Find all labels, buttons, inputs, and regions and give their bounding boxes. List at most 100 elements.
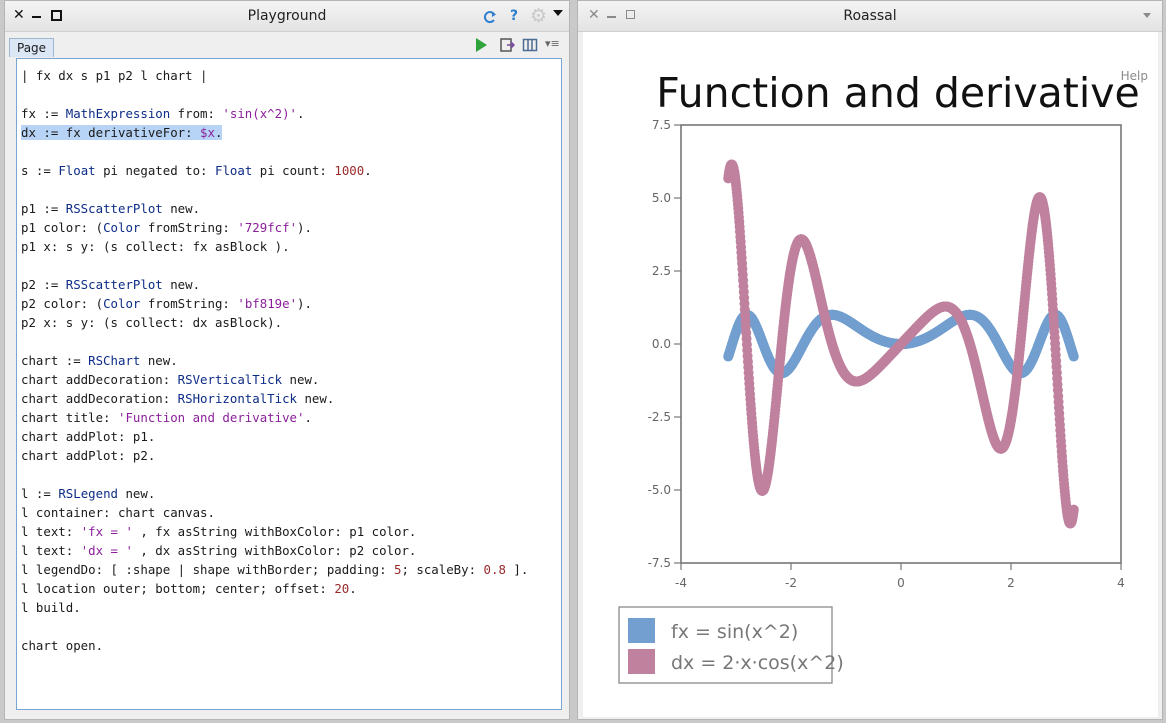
legend-swatch bbox=[628, 618, 655, 643]
code-token: ]. bbox=[505, 562, 529, 577]
code-editor[interactable]: | fx dx s p1 p2 l chart | fx := MathExpr… bbox=[16, 58, 562, 710]
code-line[interactable]: chart addPlot: p1. bbox=[21, 427, 561, 446]
series-2-points bbox=[723, 159, 1079, 529]
help-icon[interactable]: ? bbox=[510, 8, 519, 24]
code-line[interactable]: l container: chart canvas. bbox=[21, 503, 561, 522]
code-token: RSScatterPlot bbox=[65, 277, 163, 292]
y-tick-label: 0.0 bbox=[652, 337, 671, 351]
code-token: l build. bbox=[21, 600, 81, 615]
code-line[interactable]: chart open. bbox=[21, 636, 561, 655]
code-token: ). bbox=[297, 296, 312, 311]
code-token: 0.8 bbox=[483, 562, 506, 577]
chart: Function and derivative 7.5 5.0 2.5 0.0 -2.5… bbox=[618, 69, 1140, 684]
y-tick-label: 5.0 bbox=[652, 191, 671, 205]
code-line[interactable]: l build. bbox=[21, 598, 561, 617]
maximize-icon[interactable] bbox=[51, 10, 62, 21]
close-icon[interactable]: ✕ bbox=[588, 7, 600, 23]
code-token: 5 bbox=[394, 562, 402, 577]
code-token: new. bbox=[297, 391, 335, 406]
code-token: RSVerticalTick bbox=[177, 372, 283, 387]
legend-swatch bbox=[628, 649, 655, 674]
code-token: p2 := bbox=[21, 277, 66, 292]
code-token: ; scaleBy: bbox=[401, 562, 484, 577]
y-tick-label: 7.5 bbox=[652, 118, 671, 132]
code-line[interactable] bbox=[21, 332, 561, 351]
code-token: Float bbox=[214, 163, 253, 178]
close-icon[interactable]: ✕ bbox=[13, 7, 25, 23]
code-token: MathExpression bbox=[65, 106, 171, 121]
code-token: 1000 bbox=[334, 163, 365, 178]
code-token: Float bbox=[58, 163, 96, 178]
minimize-icon[interactable] bbox=[32, 16, 41, 18]
code-token: $x bbox=[200, 125, 215, 140]
code-line[interactable]: l text: 'dx = ' , dx asString withBoxCol… bbox=[21, 541, 561, 560]
y-tick-label: -2.5 bbox=[648, 410, 671, 424]
code-line[interactable]: p2 color: (Color fromString: 'bf819e'). bbox=[21, 294, 561, 313]
code-token: chart open. bbox=[21, 638, 104, 653]
code-line[interactable]: l location outer; bottom; center; offset… bbox=[21, 579, 561, 598]
code-token: p1 := bbox=[21, 201, 66, 216]
code-line[interactable] bbox=[21, 85, 561, 104]
code-line[interactable] bbox=[21, 180, 561, 199]
refresh-icon[interactable] bbox=[482, 9, 498, 25]
chevron-down-icon[interactable] bbox=[553, 10, 563, 16]
code-line[interactable]: chart addPlot: p2. bbox=[21, 446, 561, 465]
code-line[interactable] bbox=[21, 142, 561, 161]
x-tick-label: 4 bbox=[1117, 576, 1125, 590]
code-token: 'bf819e' bbox=[237, 296, 298, 311]
code-line[interactable]: chart := RSChart new. bbox=[21, 351, 561, 370]
code-line[interactable] bbox=[21, 617, 561, 636]
code-line[interactable]: p2 := RSScatterPlot new. bbox=[21, 275, 561, 294]
inspect-icon[interactable] bbox=[499, 37, 515, 53]
code-token: fx := bbox=[21, 106, 66, 121]
playground-window: ✕ Playground ? ⚙ Page ▾≡ | fx dx s p1 p2… bbox=[4, 0, 570, 720]
minimize-icon[interactable] bbox=[607, 16, 616, 18]
chart-canvas[interactable]: Function and derivative 7.5 5.0 2.5 0.0 -2.5… bbox=[583, 32, 1158, 717]
tab-page[interactable]: Page bbox=[9, 38, 55, 57]
code-line[interactable]: | fx dx s p1 p2 l chart | bbox=[21, 66, 561, 85]
code-token: l location outer; bottom; center; offset… bbox=[21, 581, 335, 596]
code-line[interactable]: p1 := RSScatterPlot new. bbox=[21, 199, 561, 218]
gear-icon[interactable]: ⚙ bbox=[530, 5, 548, 27]
code-line[interactable]: p2 x: s y: (s collect: dx asBlock). bbox=[21, 313, 561, 332]
y-tick-label: -5.0 bbox=[648, 483, 671, 497]
code-token: '729fcf' bbox=[237, 220, 298, 235]
code-token: p2 color: ( bbox=[21, 296, 104, 311]
code-token: l legendDo: [ :shape | shape withBorder;… bbox=[21, 562, 394, 577]
columns-icon[interactable] bbox=[522, 37, 538, 53]
code-line[interactable]: l := RSLegend new. bbox=[21, 484, 561, 503]
code-line[interactable]: p1 x: s y: (s collect: fx asBlock ). bbox=[21, 237, 561, 256]
code-line[interactable]: fx := MathExpression from: 'sin(x^2)'. bbox=[21, 104, 561, 123]
y-tick-label: -7.5 bbox=[648, 556, 671, 570]
code-token: ). bbox=[297, 220, 312, 235]
code-line[interactable] bbox=[21, 465, 561, 484]
code-token: new. bbox=[118, 486, 156, 501]
code-line[interactable]: dx := fx derivativeFor: $x. bbox=[21, 123, 561, 142]
code-token: l container: chart canvas. bbox=[21, 505, 215, 520]
code-line[interactable]: p1 color: (Color fromString: '729fcf'). bbox=[21, 218, 561, 237]
code-line[interactable]: l legendDo: [ :shape | shape withBorder;… bbox=[21, 560, 561, 579]
help-link[interactable]: Help bbox=[1120, 69, 1148, 83]
code-token: new. bbox=[282, 372, 320, 387]
run-icon[interactable] bbox=[476, 38, 487, 52]
menu-icon[interactable]: ▾≡ bbox=[545, 37, 560, 50]
roassal-titlebar: ✕ Roassal bbox=[578, 1, 1162, 32]
legend-label: dx = 2·x·cos(x^2) bbox=[671, 652, 844, 674]
code-token: RSLegend bbox=[58, 486, 118, 501]
code-line[interactable] bbox=[21, 256, 561, 275]
code-line[interactable]: s := Float pi negated to: Float pi count… bbox=[21, 161, 561, 180]
code-line[interactable]: l text: 'fx = ' , fx asString withBoxCol… bbox=[21, 522, 561, 541]
code-token: chart title: bbox=[21, 410, 118, 425]
code-line[interactable]: chart addDecoration: RSVerticalTick new. bbox=[21, 370, 561, 389]
code-line[interactable]: chart title: 'Function and derivative'. bbox=[21, 408, 561, 427]
code-token: p2 x: s y: (s collect: dx asBlock). bbox=[21, 315, 283, 330]
code-token: fromString: bbox=[140, 220, 238, 235]
code-token: RSHorizontalTick bbox=[177, 391, 298, 406]
code-token: new. bbox=[162, 201, 201, 216]
x-tick-label: -2 bbox=[785, 576, 797, 590]
code-line[interactable]: chart addDecoration: RSHorizontalTick ne… bbox=[21, 389, 561, 408]
code-token: new. bbox=[140, 353, 178, 368]
maximize-icon[interactable] bbox=[626, 10, 635, 19]
window-title: Roassal bbox=[843, 8, 897, 24]
chevron-down-icon[interactable] bbox=[1143, 13, 1151, 18]
